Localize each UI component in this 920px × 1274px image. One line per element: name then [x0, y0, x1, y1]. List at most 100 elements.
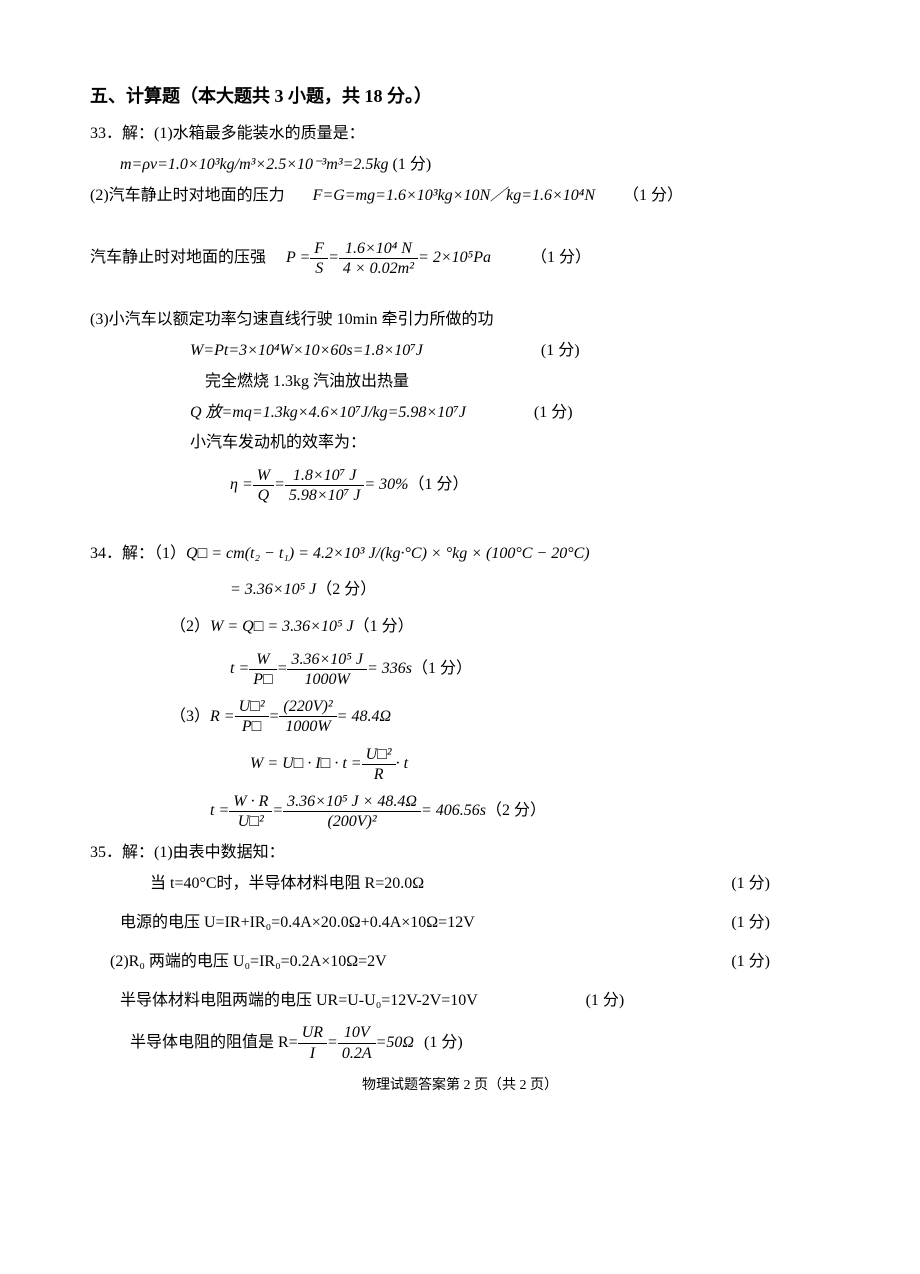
score: （1 分） [623, 187, 683, 204]
score: （2 分） [486, 797, 546, 826]
q33-F-eq: F=G=mg=1.6×10³kg×10N／kg=1.6×10⁴N [313, 187, 595, 204]
p-symbol: P = [286, 244, 310, 273]
frac-WP: W P□ [249, 650, 276, 689]
pressure-result: = 2×10⁵Pa [418, 244, 491, 273]
q35-UR-line: 半导体材料电阻两端的电压 UR=U-U₀=12V-2V=10V (1 分) [90, 987, 830, 1016]
q33-W-eq: W=Pt=3×10⁴W×10×60s=1.8×10⁷J [190, 342, 423, 359]
frac-pressure-val: 1.6×10⁴ N 4 × 0.02m² [339, 239, 418, 278]
q35-t-line: 当 t=40°C时，半导体材料电阻 R=20.0Ω (1 分) [90, 870, 830, 899]
q34-t-row: t = W P□ = 3.36×10⁵ J 1000W = 336s （1 分） [90, 650, 830, 689]
frac-R35-val: 10V 0.2A [338, 1023, 376, 1062]
score: (1 分) [424, 1029, 463, 1058]
score: (1 分) [731, 870, 770, 899]
section-heading: 五、计算题（本大题共 3 小题，共 18 分。） [90, 80, 830, 112]
frac-U2R: U□² R [362, 745, 396, 784]
den: 5.98×10⁷ J [285, 486, 364, 505]
den: 1000W [279, 717, 336, 736]
R35-result: =50Ω [376, 1029, 414, 1058]
q34-1-row: 34．解：（1） Q□ = cm(t₂ − t₁) = 4.2×10³ J/(k… [90, 540, 830, 569]
num: W [253, 466, 274, 486]
q35-prefix: 35．解：(1)由表中数据知： [90, 839, 830, 868]
eq: = [328, 244, 339, 273]
q35-U0-eq: (2)R₀ 两端的电压 U₀=IR₀=0.2A×10Ω=2V [110, 953, 387, 970]
q34-2-prefix: （2） [170, 613, 210, 642]
num: UR [298, 1023, 327, 1043]
q35-UR-eq: 半导体材料电阻两端的电压 UR=U-U₀=12V-2V=10V [120, 992, 478, 1009]
num: 1.8×10⁷ J [285, 466, 364, 486]
num: W [249, 650, 276, 670]
den: S [310, 259, 328, 278]
frac-FS: F S [310, 239, 328, 278]
q33-Q-eq: Q 放=mq=1.3kg×4.6×10⁷J/kg=5.98×10⁷J [190, 404, 466, 421]
frac-WR-U2: W · R U□² [229, 792, 272, 831]
q34-q2-eq: W = Q□ = 3.36×10⁵ J [210, 613, 354, 642]
q34-q1-eq: Q□ = cm(t₂ − t₁) = 4.2×10³ J/(kg·°C) × °… [186, 540, 590, 569]
q33-mass-line: m=ρv=1.0×10³kg/m³×2.5×10⁻³m³=2.5kg (1 分) [90, 151, 830, 180]
q33-1-prefix: 33．解：(1)水箱最多能装水的质量是： [90, 120, 830, 149]
den: 1000W [287, 670, 366, 689]
score: (1 分) [586, 992, 625, 1009]
q35-t-eq: 当 t=40°C时，半导体材料电阻 R=20.0Ω [150, 875, 424, 892]
page-footer: 物理试题答案第 2 页（共 2 页） [90, 1073, 830, 1098]
num: 10V [338, 1023, 376, 1043]
num: 3.36×10⁵ J × 48.4Ω [283, 792, 421, 812]
num: 1.6×10⁴ N [339, 239, 418, 259]
score: (1 分) [541, 342, 580, 359]
den: P□ [235, 717, 269, 736]
score: （1 分） [531, 244, 591, 273]
score: （1 分） [354, 613, 414, 642]
den: I [298, 1044, 327, 1063]
frac-t-val: 3.36×10⁵ J 1000W [287, 650, 366, 689]
num: W · R [229, 792, 272, 812]
score: （2 分） [316, 576, 376, 605]
q34-3-prefix: （3） [170, 703, 210, 732]
num: U□² [235, 697, 269, 717]
score: （1 分） [408, 471, 468, 500]
num: F [310, 239, 328, 259]
q33-2-prefix: (2)汽车静止时对地面的压力 [90, 187, 285, 204]
eq: = [277, 655, 288, 684]
q35-R-row: 半导体电阻的阻值是 R= UR I = 10V 0.2A =50Ω (1 分) [90, 1023, 830, 1062]
q34-prefix: 34．解：（1） [90, 540, 186, 569]
num: U□² [362, 745, 396, 765]
eq: = [272, 797, 283, 826]
frac-WQ: W Q [253, 466, 274, 505]
q33-W-line: W=Pt=3×10⁴W×10×60s=1.8×10⁷J (1 分) [90, 337, 830, 366]
R-result: = 48.4Ω [337, 703, 391, 732]
W2-tail: · t [396, 750, 408, 779]
eq: = [327, 1029, 338, 1058]
frac-U2P: U□² P□ [235, 697, 269, 736]
frac-UR-I: UR I [298, 1023, 327, 1062]
num: (220V)² [279, 697, 336, 717]
t-result: = 336s [367, 655, 412, 684]
R-symbol: R = [210, 703, 235, 732]
q33-heat-label: 完全燃烧 1.3kg 汽油放出热量 [90, 368, 830, 397]
q35-R-prefix: 半导体电阻的阻值是 R= [130, 1029, 298, 1058]
eq: = [269, 703, 280, 732]
score: (1 分) [393, 156, 432, 173]
t2-result: = 406.56s [421, 797, 486, 826]
den: R [362, 765, 396, 784]
score: (1 分) [731, 948, 770, 977]
num: 3.36×10⁵ J [287, 650, 366, 670]
q33-pressure-row: 汽车静止时对地面的压强 P = F S = 1.6×10⁴ N 4 × 0.02… [90, 239, 830, 278]
q33-eta-row: η = W Q = 1.8×10⁷ J 5.98×10⁷ J = 30% （1 … [90, 466, 830, 505]
eq: = [274, 471, 285, 500]
score: （1 分） [412, 655, 472, 684]
den: Q [253, 486, 274, 505]
W2-lhs: W = U□ · I□ · t = [250, 750, 362, 779]
q34-2-row: （2） W = Q□ = 3.36×10⁵ J （1 分） [90, 613, 830, 642]
t2-symbol: t = [210, 797, 229, 826]
q34-q1-result: = 3.36×10⁵ J [230, 576, 316, 605]
q33-pressure-prefix: 汽车静止时对地面的压强 [90, 244, 266, 273]
den: 4 × 0.02m² [339, 259, 418, 278]
q35-U-line: 电源的电压 U=IR+IR₀=0.4A×20.0Ω+0.4A×10Ω=12V (… [90, 909, 830, 938]
den: 0.2A [338, 1044, 376, 1063]
q33-mass-eq: m=ρv=1.0×10³kg/m³×2.5×10⁻³m³=2.5kg [120, 156, 389, 173]
q35-U0-line: (2)R₀ 两端的电压 U₀=IR₀=0.2A×10Ω=2V (1 分) [90, 948, 830, 977]
frac-eta-val: 1.8×10⁷ J 5.98×10⁷ J [285, 466, 364, 505]
score: (1 分) [534, 404, 573, 421]
q33-2-line: (2)汽车静止时对地面的压力 F=G=mg=1.6×10³kg×10N／kg=1… [90, 182, 830, 211]
q34-t2-row: t = W · R U□² = 3.36×10⁵ J × 48.4Ω (200V… [90, 792, 830, 831]
q35-U-eq: 电源的电压 U=IR+IR₀=0.4A×20.0Ω+0.4A×10Ω=12V [120, 914, 475, 931]
